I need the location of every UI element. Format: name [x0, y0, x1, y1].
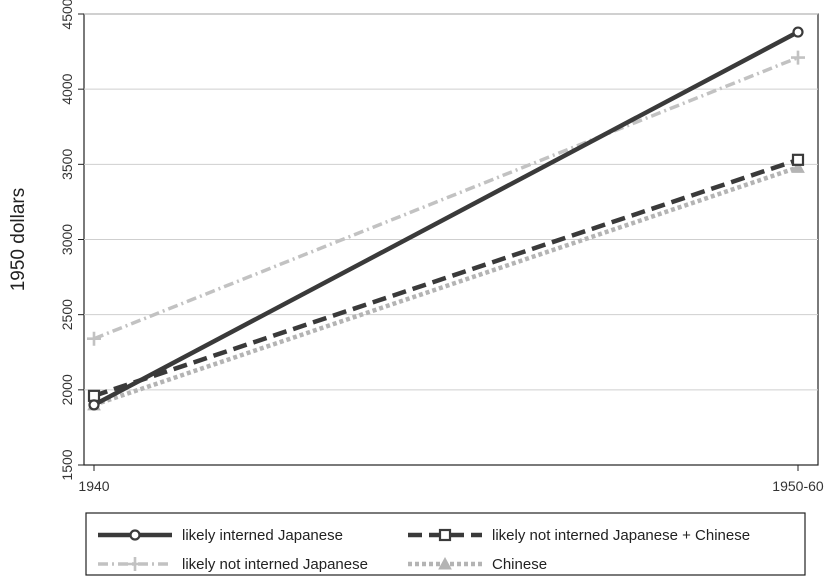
series-line [93, 157, 799, 398]
circle-icon [792, 26, 804, 38]
series-3 [87, 50, 805, 346]
triangle-icon [791, 160, 805, 173]
legend-item: likely not interned Japanese [98, 556, 368, 573]
square-icon [791, 153, 805, 166]
y-tick-label: 3000 [59, 224, 75, 255]
x-tick-label: 1950-60 [772, 478, 824, 494]
legend-label: likely not interned Japanese + Chinese [492, 527, 750, 544]
y-tick-label: 4000 [59, 73, 75, 104]
y-tick-label: 2500 [59, 299, 75, 330]
x-axis: 1940 1950-60 [78, 465, 824, 494]
triangle-icon [438, 556, 452, 570]
series-line [93, 165, 799, 407]
plus-icon [791, 50, 805, 65]
series-line [92, 30, 800, 407]
y-tick-label: 2000 [59, 374, 75, 405]
legend-label: Chinese [492, 556, 547, 573]
plus-icon [128, 557, 142, 571]
circle-icon [88, 399, 100, 411]
legend-label: likely not interned Japanese [182, 556, 368, 573]
legend-item: likely interned Japanese [98, 527, 343, 544]
square-icon [438, 528, 452, 542]
series-1 [88, 26, 804, 411]
series-line [93, 55, 799, 341]
y-tick-label: 3500 [59, 149, 75, 180]
y-axis-title: 1950 dollars [8, 188, 29, 292]
gridlines [84, 13, 818, 391]
legend-item: Chinese [408, 556, 547, 573]
legend-item: likely not interned Japanese + Chinese [408, 527, 750, 544]
y-tick-label: 4500 [59, 0, 75, 30]
series-group [87, 26, 805, 411]
x-tick-label: 1940 [78, 478, 109, 494]
y-tick-label: 1500 [59, 449, 75, 480]
y-axis: 1500 2000 2500 3000 3500 4000 4500 [59, 0, 84, 481]
plus-icon [87, 331, 101, 346]
circle-icon [129, 529, 141, 541]
legend: likely interned Japanese likely not inter… [85, 512, 806, 576]
legend-label: likely interned Japanese [182, 527, 343, 544]
